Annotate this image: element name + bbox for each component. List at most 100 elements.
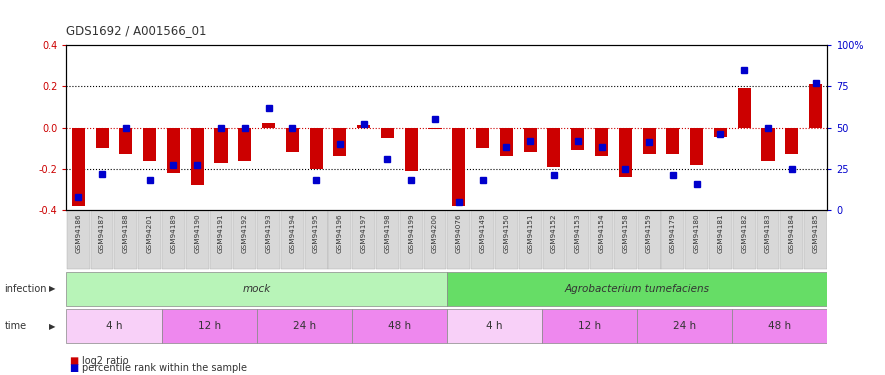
Bar — [262, 123, 275, 128]
FancyBboxPatch shape — [114, 211, 137, 269]
FancyBboxPatch shape — [447, 309, 542, 343]
FancyBboxPatch shape — [804, 211, 827, 269]
Bar — [72, 128, 85, 206]
Text: GSM94188: GSM94188 — [123, 213, 129, 253]
FancyBboxPatch shape — [566, 211, 589, 269]
Text: GSM94182: GSM94182 — [742, 213, 747, 253]
Bar — [476, 128, 489, 148]
FancyBboxPatch shape — [400, 211, 423, 269]
Text: GSM94158: GSM94158 — [622, 213, 628, 253]
Text: 24 h: 24 h — [293, 321, 316, 331]
FancyBboxPatch shape — [66, 309, 161, 343]
FancyBboxPatch shape — [257, 309, 352, 343]
Bar — [571, 128, 584, 150]
Bar — [143, 128, 156, 160]
Text: GSM94154: GSM94154 — [598, 213, 604, 253]
FancyBboxPatch shape — [757, 211, 780, 269]
Bar — [428, 128, 442, 129]
FancyBboxPatch shape — [471, 211, 494, 269]
Text: GSM94150: GSM94150 — [504, 213, 510, 253]
FancyBboxPatch shape — [67, 211, 89, 269]
FancyBboxPatch shape — [162, 211, 185, 269]
FancyBboxPatch shape — [234, 211, 256, 269]
FancyBboxPatch shape — [543, 211, 566, 269]
Text: percentile rank within the sample: percentile rank within the sample — [82, 363, 247, 373]
Text: GSM94190: GSM94190 — [194, 213, 200, 253]
Text: GSM94195: GSM94195 — [313, 213, 319, 253]
Text: GSM94198: GSM94198 — [384, 213, 390, 253]
FancyBboxPatch shape — [376, 211, 399, 269]
Text: GSM94153: GSM94153 — [574, 213, 581, 253]
Text: ▶: ▶ — [49, 322, 55, 331]
Bar — [738, 88, 750, 128]
Text: infection: infection — [4, 284, 47, 294]
Text: GSM94189: GSM94189 — [171, 213, 176, 253]
Text: GSM94193: GSM94193 — [266, 213, 272, 253]
Text: ▶: ▶ — [49, 284, 55, 293]
Text: GSM94187: GSM94187 — [99, 213, 105, 253]
Bar — [714, 128, 727, 137]
FancyBboxPatch shape — [709, 211, 732, 269]
Bar — [452, 128, 466, 206]
Text: GSM94149: GSM94149 — [480, 213, 486, 253]
Bar — [381, 128, 394, 138]
Text: log2 ratio: log2 ratio — [82, 356, 129, 366]
Text: GSM94199: GSM94199 — [408, 213, 414, 253]
Bar — [404, 128, 418, 171]
Text: 12 h: 12 h — [197, 321, 220, 331]
Text: GSM94196: GSM94196 — [337, 213, 342, 253]
Text: ■: ■ — [69, 363, 78, 373]
FancyBboxPatch shape — [161, 309, 257, 343]
FancyBboxPatch shape — [733, 211, 756, 269]
Text: time: time — [4, 321, 27, 331]
FancyBboxPatch shape — [661, 211, 684, 269]
FancyBboxPatch shape — [186, 211, 209, 269]
Text: GSM94200: GSM94200 — [432, 213, 438, 253]
Text: GSM94152: GSM94152 — [551, 213, 557, 253]
Bar — [500, 128, 513, 156]
Text: 48 h: 48 h — [768, 321, 791, 331]
Bar — [119, 128, 133, 154]
Text: ■: ■ — [69, 356, 78, 366]
FancyBboxPatch shape — [447, 272, 827, 306]
FancyBboxPatch shape — [614, 211, 636, 269]
FancyBboxPatch shape — [304, 211, 327, 269]
FancyBboxPatch shape — [258, 211, 280, 269]
Text: GSM94197: GSM94197 — [361, 213, 366, 253]
FancyBboxPatch shape — [448, 211, 470, 269]
Text: GSM94179: GSM94179 — [670, 213, 676, 253]
FancyBboxPatch shape — [781, 211, 804, 269]
FancyBboxPatch shape — [638, 211, 660, 269]
Text: 48 h: 48 h — [388, 321, 411, 331]
Text: GDS1692 / A001566_01: GDS1692 / A001566_01 — [66, 24, 207, 38]
Text: GSM94184: GSM94184 — [789, 213, 795, 253]
FancyBboxPatch shape — [733, 309, 827, 343]
FancyBboxPatch shape — [424, 211, 446, 269]
Text: GSM94076: GSM94076 — [456, 213, 462, 253]
Bar — [666, 128, 680, 154]
FancyBboxPatch shape — [637, 309, 733, 343]
FancyBboxPatch shape — [495, 211, 518, 269]
Bar — [286, 128, 299, 152]
Text: GSM94151: GSM94151 — [527, 213, 533, 253]
Text: GSM94191: GSM94191 — [218, 213, 224, 253]
Bar — [690, 128, 704, 165]
FancyBboxPatch shape — [138, 211, 161, 269]
Text: GSM94185: GSM94185 — [812, 213, 819, 253]
Text: mock: mock — [242, 284, 271, 294]
Text: GSM94192: GSM94192 — [242, 213, 248, 253]
Bar — [190, 128, 204, 185]
Bar — [358, 125, 370, 128]
Text: GSM94201: GSM94201 — [147, 213, 152, 253]
Bar — [214, 128, 227, 163]
FancyBboxPatch shape — [281, 211, 304, 269]
Text: 4 h: 4 h — [105, 321, 122, 331]
Text: Agrobacterium tumefaciens: Agrobacterium tumefaciens — [565, 284, 710, 294]
Text: GSM94180: GSM94180 — [694, 213, 700, 253]
Text: GSM94186: GSM94186 — [75, 213, 81, 253]
Bar — [809, 84, 822, 128]
FancyBboxPatch shape — [542, 309, 637, 343]
FancyBboxPatch shape — [90, 211, 113, 269]
Text: GSM94194: GSM94194 — [289, 213, 296, 253]
Bar — [619, 128, 632, 177]
